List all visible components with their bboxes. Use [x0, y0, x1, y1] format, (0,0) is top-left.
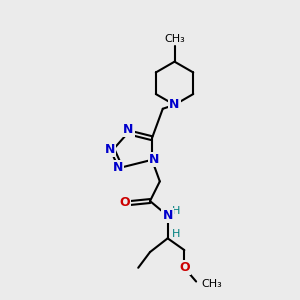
- Text: H: H: [172, 206, 181, 216]
- Text: O: O: [179, 261, 190, 274]
- Text: N: N: [169, 98, 180, 111]
- Text: N: N: [112, 161, 123, 174]
- Text: CH₃: CH₃: [164, 34, 185, 44]
- Text: N: N: [105, 143, 115, 157]
- Text: O: O: [119, 196, 130, 209]
- Text: N: N: [149, 153, 159, 166]
- Text: N: N: [163, 209, 173, 222]
- Text: H: H: [172, 230, 181, 239]
- Text: CH₃: CH₃: [201, 280, 222, 290]
- Text: N: N: [123, 123, 134, 136]
